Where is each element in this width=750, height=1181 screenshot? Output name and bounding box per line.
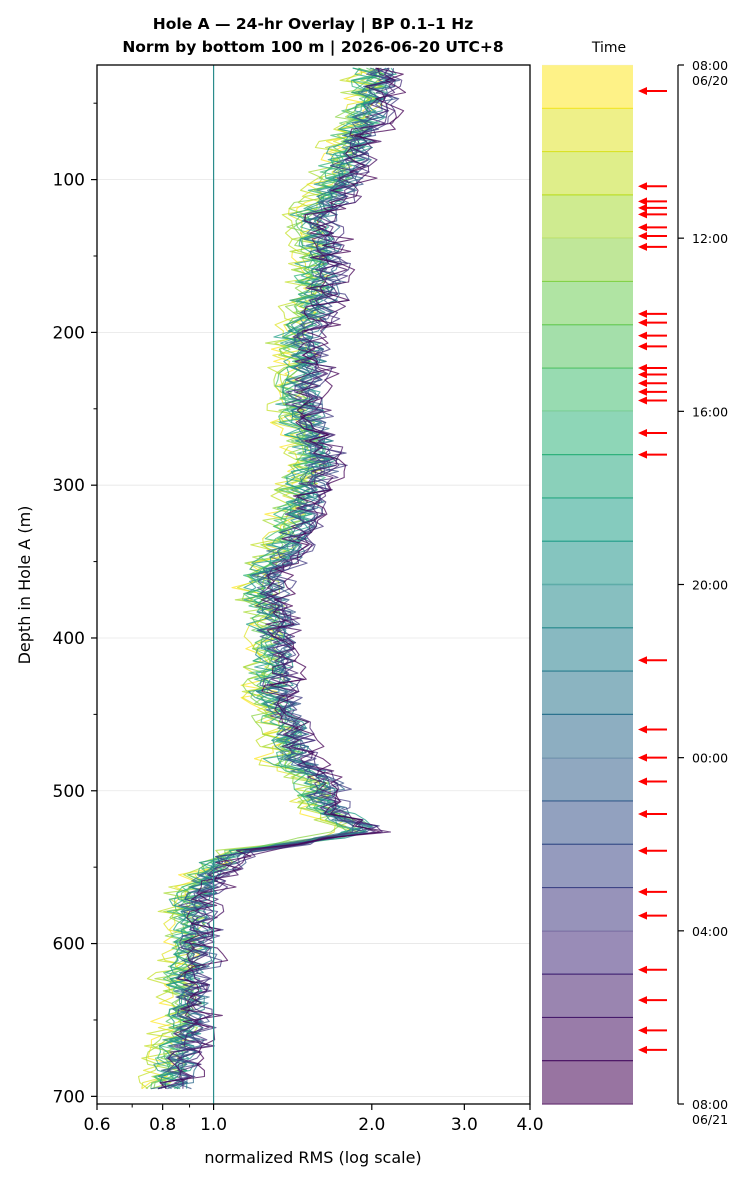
colorbar-band	[542, 151, 633, 195]
time-tick-label: 06/21	[692, 1112, 728, 1127]
colorbar-band	[542, 281, 633, 325]
x-axis-label: normalized RMS (log scale)	[204, 1148, 421, 1167]
event-marker-head	[638, 210, 647, 219]
colorbar-band	[542, 627, 633, 672]
series-line	[137, 67, 384, 1090]
colorbar-band	[542, 800, 633, 845]
event-marker-head	[638, 965, 647, 974]
event-marker-head	[638, 387, 647, 396]
event-marker-head	[638, 203, 647, 212]
time-axis: 08:0006/2012:0016:0020:0000:0004:0008:00…	[542, 58, 728, 1127]
event-marker-head	[638, 342, 647, 351]
event-marker-head	[638, 777, 647, 786]
colorbar-band	[542, 930, 633, 975]
colorbar-label: Time	[591, 40, 626, 56]
event-marker-head	[638, 996, 647, 1005]
time-tick-label: 00:00	[692, 751, 728, 766]
series-line	[150, 67, 396, 1090]
x-tick-label: 0.8	[149, 1115, 176, 1135]
chart-subtitle: Norm by bottom 100 m | 2026-06-20 UTC+8	[122, 38, 503, 57]
y-tick-label: 300	[53, 476, 85, 496]
y-axis-label: Depth in Hole A (m)	[15, 506, 34, 665]
time-tick-label: 06/20	[692, 73, 728, 88]
x-tick-label: 2.0	[358, 1115, 385, 1135]
event-marker-head	[638, 1026, 647, 1035]
event-marker-head	[638, 318, 647, 327]
series-line	[158, 67, 397, 1090]
event-marker-head	[638, 232, 647, 241]
colorbar-band	[542, 1017, 633, 1061]
event-marker-head	[638, 846, 647, 855]
event-marker-head	[638, 370, 647, 379]
event-markers	[638, 86, 667, 1054]
y-tick-label: 500	[53, 782, 85, 802]
y-tick-label: 600	[53, 935, 85, 955]
time-tick-label: 08:00	[692, 1097, 728, 1112]
time-tick-label: 16:00	[692, 404, 728, 419]
colorbar-band	[542, 238, 633, 282]
colorbar-band	[542, 584, 633, 628]
series-line	[153, 67, 391, 1089]
colorbar-band	[542, 671, 633, 715]
event-marker-head	[638, 379, 647, 388]
event-marker-head	[638, 753, 647, 762]
colorbar-band	[542, 411, 633, 455]
x-axis: 0.6 0.8 1.0 2.0 3.0 4.0	[83, 1104, 544, 1135]
y-tick-label: 200	[53, 323, 85, 343]
colorbar-band	[542, 324, 633, 369]
x-tick-label: 3.0	[451, 1115, 478, 1135]
x-tick-label: 4.0	[516, 1115, 543, 1135]
colorbar-band	[542, 368, 633, 412]
colorbar-band	[542, 887, 633, 931]
y-tick-label: 700	[53, 1087, 85, 1107]
event-marker-head	[638, 364, 647, 373]
y-tick-label: 100	[53, 171, 85, 191]
event-marker-head	[638, 450, 647, 459]
colorbar-band	[542, 974, 633, 1018]
event-marker-head	[638, 656, 647, 665]
event-marker-head	[638, 911, 647, 920]
colorbar-band	[542, 541, 633, 585]
series-line	[157, 67, 394, 1090]
time-tick-label: 20:00	[692, 578, 728, 593]
colorbar-band	[542, 1060, 633, 1104]
event-marker-head	[638, 86, 647, 95]
series-lines	[137, 67, 407, 1090]
colorbar-band	[542, 714, 633, 758]
chart-title: Hole A — 24-hr Overlay | BP 0.1–1 Hz	[153, 15, 473, 34]
series-line	[159, 67, 389, 1090]
series-line	[164, 68, 400, 1089]
colorbar-band	[542, 844, 633, 888]
plot-frame	[96, 64, 531, 1105]
time-tick-label: 08:00	[692, 58, 728, 73]
y-tick-label: 400	[53, 629, 85, 649]
x-tick-label: 1.0	[200, 1115, 227, 1135]
time-tick-label: 04:00	[692, 924, 728, 939]
event-marker-head	[638, 242, 647, 251]
event-marker-head	[638, 309, 647, 318]
x-tick-label: 0.6	[83, 1115, 110, 1135]
event-marker-head	[638, 809, 647, 818]
y-axis: 100 200 300 400 500 600 700	[53, 102, 97, 1107]
series-line	[159, 67, 407, 1090]
event-marker-head	[638, 197, 647, 206]
time-colorbar	[542, 65, 633, 1105]
colorbar-band	[542, 65, 633, 109]
event-marker-head	[638, 887, 647, 896]
event-marker-head	[638, 396, 647, 405]
event-marker-head	[638, 182, 647, 191]
event-marker-head	[638, 1045, 647, 1054]
time-tick-label: 12:00	[692, 231, 728, 246]
colorbar-band	[542, 194, 633, 239]
colorbar-band	[542, 454, 633, 498]
colorbar-band	[542, 108, 633, 152]
colorbar-band	[542, 757, 633, 801]
event-marker-head	[638, 223, 647, 232]
event-marker-head	[638, 725, 647, 734]
event-marker-head	[638, 331, 647, 340]
colorbar-band	[542, 497, 633, 542]
series-line	[160, 67, 403, 1089]
event-marker-head	[638, 428, 647, 437]
